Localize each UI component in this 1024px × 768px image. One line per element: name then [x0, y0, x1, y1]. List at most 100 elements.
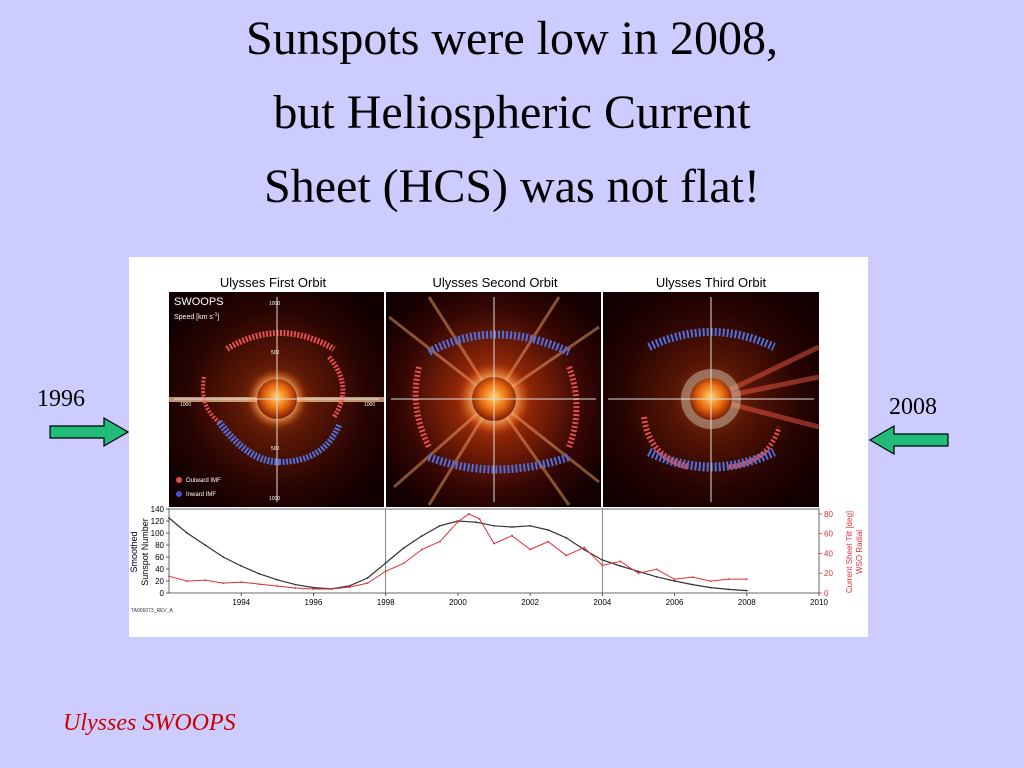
sunspot-point	[402, 547, 405, 549]
left-tick-label: 60	[155, 553, 164, 562]
sunspot-point	[601, 559, 604, 561]
x-tick-label: 1994	[232, 598, 250, 607]
tilt-point	[294, 587, 297, 589]
tilt-point	[511, 534, 513, 537]
x-axis: 1994 1996 1998 2000 2002 2004 2006 2008 2010	[232, 593, 828, 607]
tilt-point	[204, 579, 207, 582]
right-tick-label: 0	[824, 589, 829, 598]
source-caption: Ulysses SWOOPS	[63, 710, 236, 736]
tilt-point	[745, 578, 748, 581]
x-tick-label: 2002	[521, 598, 539, 607]
sunspot-point	[727, 588, 730, 591]
left-tick-label: 80	[155, 541, 164, 550]
speed-label-exponent: -1	[213, 312, 218, 318]
radial-tick-label: 1000	[269, 496, 280, 502]
x-tick-label: 2000	[449, 598, 467, 607]
sunspot-point	[583, 548, 586, 551]
left-tick-label: 140	[151, 505, 165, 514]
ulysses-figure: Ulysses First Orbit Ulysses Second Orbit…	[129, 257, 868, 637]
sunspot-point	[529, 524, 532, 527]
sunspot-point	[673, 580, 676, 582]
sunspot-point	[547, 529, 550, 531]
tilt-point	[348, 586, 351, 588]
orbit-panel-first	[169, 292, 384, 507]
right-tick-label: 40	[824, 549, 833, 558]
sunspot-point	[348, 584, 351, 587]
speed-label-text: Speed [km s	[174, 314, 213, 321]
left-axis-label-line-1: Smoothed	[129, 531, 139, 572]
horizontal-tick-label: 1000	[180, 402, 191, 408]
x-tick-label: 2010	[810, 598, 828, 607]
right-axis-label-line-2: WSO Radial	[855, 530, 864, 574]
tilt-point	[456, 520, 459, 523]
panel-title-third-orbit: Ulysses Third Orbit	[656, 275, 767, 290]
radial-tick-label: 500	[271, 446, 280, 452]
sunspot-point	[366, 577, 369, 579]
tilt-point	[478, 517, 481, 520]
sunspot-point	[420, 535, 423, 537]
right-arrow-icon	[49, 416, 130, 448]
x-tick-label: 1998	[377, 598, 395, 607]
left-tick-label: 120	[151, 517, 165, 526]
sunspot-point	[276, 578, 279, 581]
tilt-point	[637, 572, 640, 575]
sunspot-point	[691, 583, 694, 586]
sunspot-point	[475, 521, 477, 524]
tilt-point	[547, 540, 550, 543]
right-tick-label: 60	[824, 530, 833, 539]
slide-title-line-3: Sheet (HCS) was not flat!	[264, 160, 760, 213]
sunspot-point	[637, 570, 640, 573]
sunspot-point	[745, 589, 748, 592]
slide-title-line-1: Sunspots were low in 2008,	[246, 12, 778, 65]
x-tick-label: 2006	[666, 598, 684, 607]
speed-label-unit-end: ]	[217, 314, 219, 321]
tilt-point	[240, 581, 243, 584]
tilt-point	[583, 546, 586, 549]
current-sheet-tilt-line	[168, 513, 747, 590]
tilt-point	[420, 548, 423, 551]
sunspot-point	[619, 565, 622, 567]
orbit-boundaries	[385, 509, 603, 593]
sunspot-point	[438, 524, 441, 527]
sunspot-point	[294, 583, 297, 586]
left-tick-label: 100	[151, 529, 165, 538]
tilt-point	[366, 582, 369, 585]
tilt-point	[186, 580, 188, 583]
sunspot-point	[511, 526, 513, 528]
right-axis-label-line-1: Current Sheet Tilt [deg]	[845, 511, 854, 593]
left-tick-label: 0	[160, 589, 165, 598]
left-arrow-icon	[868, 424, 949, 456]
tilt-point	[276, 585, 279, 587]
slide-title: Sunspots were low in 2008, but Heliosphe…	[0, 2, 1024, 224]
tilt-point	[709, 580, 712, 583]
radial-tick-label: 500	[271, 350, 280, 356]
sunspot-point	[240, 565, 243, 567]
sunspot-point	[168, 517, 170, 519]
left-axis-label-line-2: Sunspot Number	[140, 518, 150, 586]
outward-imf-swatch	[176, 477, 182, 483]
sunspot-point	[493, 524, 495, 527]
tilt-point	[655, 568, 658, 571]
left-tick-label: 20	[155, 577, 164, 586]
x-tick-label: 2008	[738, 598, 756, 607]
legend-outward-imf: Outward IMF	[186, 478, 221, 484]
tilt-point	[619, 560, 622, 563]
horizontal-tick-label: 1000	[364, 402, 375, 408]
figure-footnote: TA006073_REV_A	[131, 608, 174, 614]
left-tick-label: 40	[155, 565, 164, 574]
sunspot-point	[655, 575, 658, 578]
tilt-point	[258, 583, 261, 586]
sunspot-point	[222, 556, 225, 558]
tilt-point	[312, 588, 315, 590]
radial-tick-label: 1000	[269, 301, 280, 307]
left-axis: 0 20 40 60 80 100 120 140	[151, 505, 169, 598]
tilt-point	[384, 570, 387, 573]
tilt-point	[168, 575, 170, 578]
tilt-point	[673, 578, 676, 581]
right-tick-label: 80	[824, 510, 833, 519]
right-axis: 0 20 40 60 80	[819, 510, 833, 598]
tilt-point	[493, 542, 495, 545]
tilt-point	[222, 582, 225, 585]
inward-imf-swatch	[176, 491, 182, 497]
